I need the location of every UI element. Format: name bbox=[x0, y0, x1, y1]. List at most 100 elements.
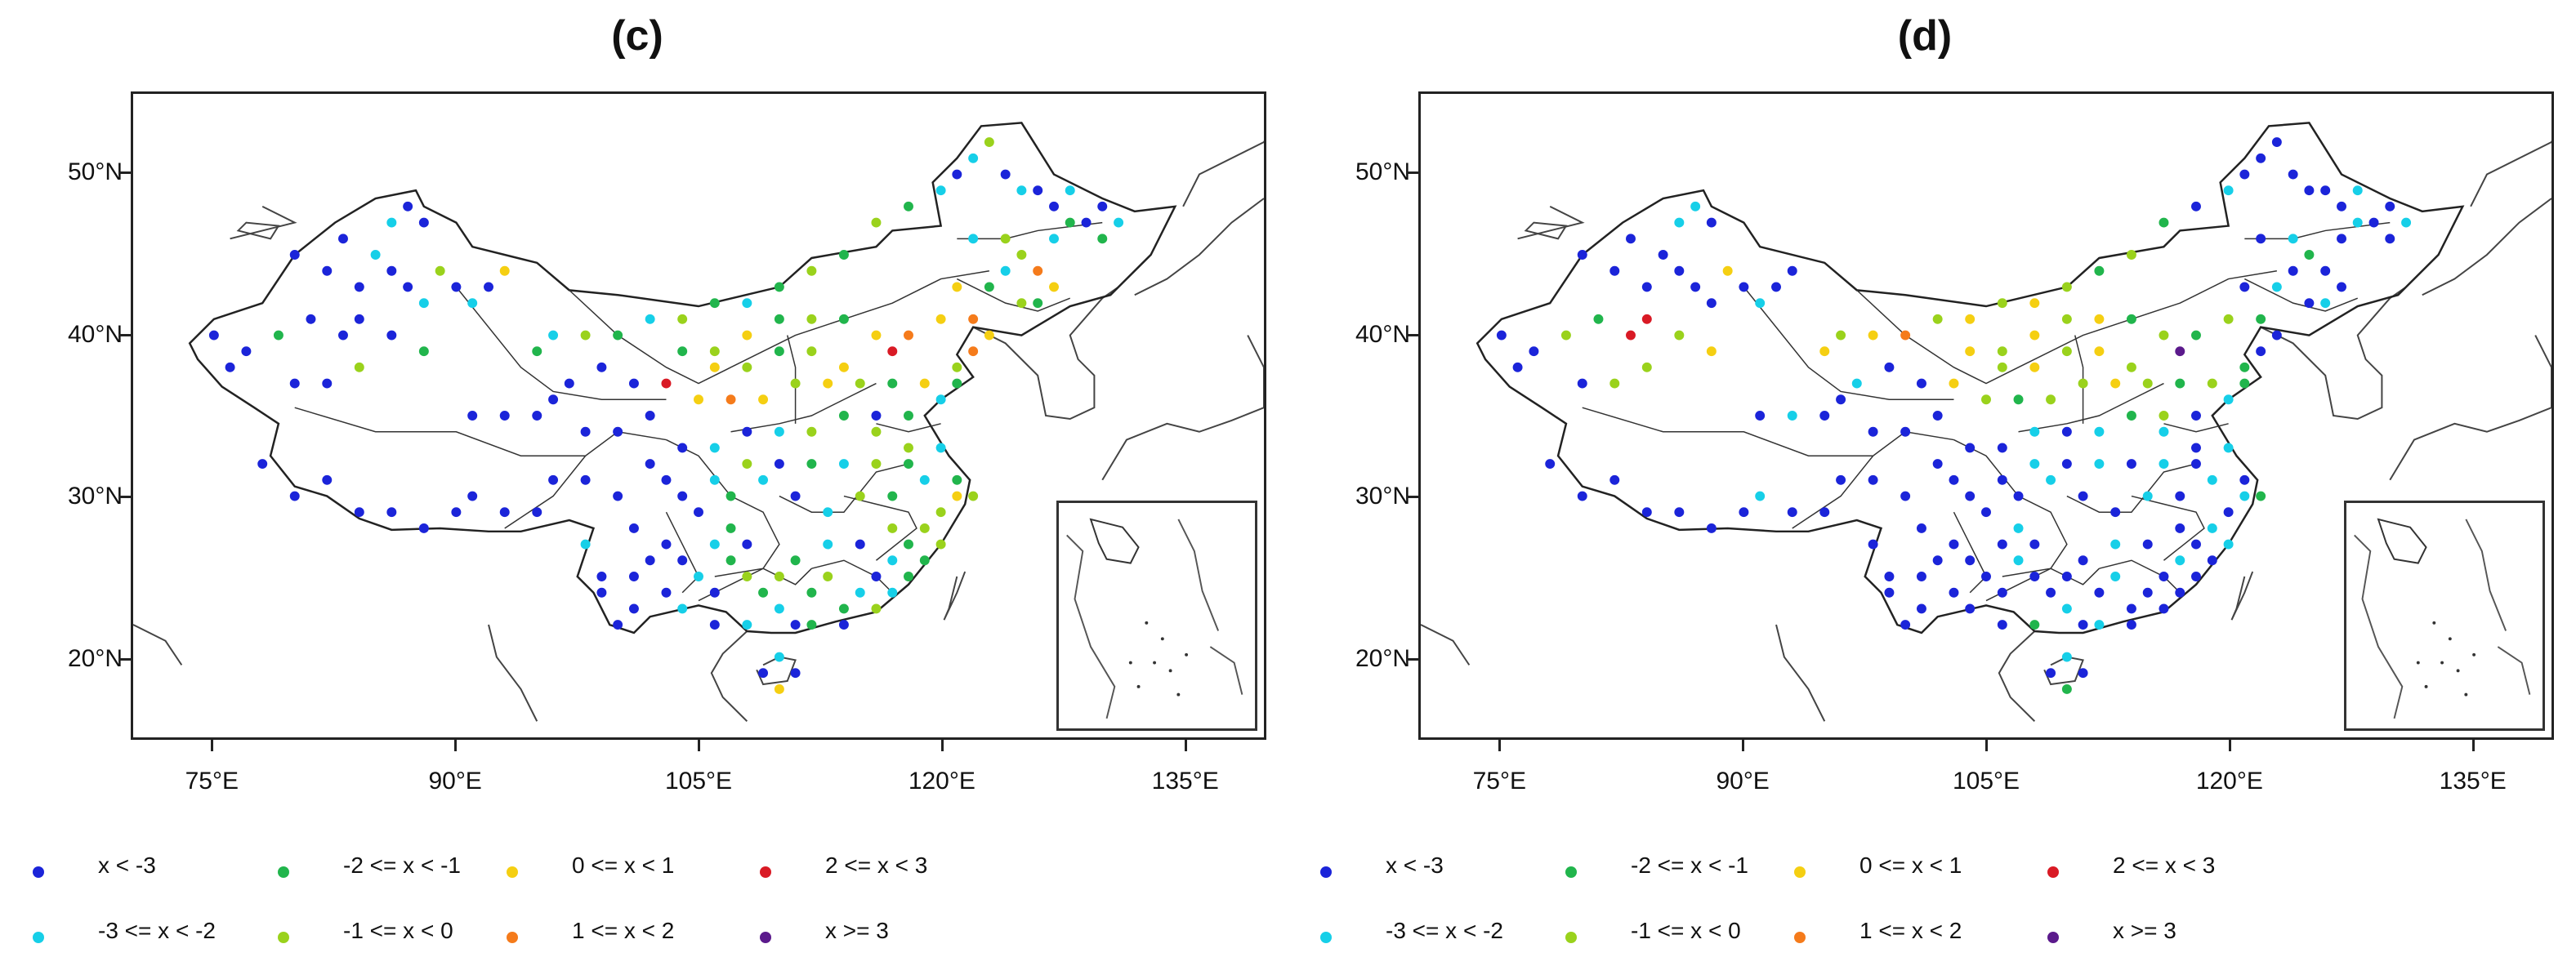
station-dot bbox=[1626, 234, 1636, 244]
station-dot bbox=[1819, 346, 1830, 357]
station-dot bbox=[968, 491, 979, 501]
station-dot bbox=[709, 620, 720, 630]
station-dot bbox=[451, 507, 462, 518]
station-dot bbox=[645, 555, 655, 566]
station-dot bbox=[790, 555, 801, 566]
station-dot bbox=[386, 330, 397, 341]
station-dot bbox=[1706, 298, 1717, 309]
station-dot bbox=[2256, 346, 2266, 357]
station-dot bbox=[774, 652, 784, 662]
station-dot bbox=[677, 603, 688, 614]
station-dot bbox=[1997, 298, 2007, 309]
station-dot bbox=[774, 282, 784, 292]
legend-label: -3 <= x < -2 bbox=[98, 918, 216, 943]
station-dot bbox=[370, 250, 381, 260]
station-dot bbox=[774, 459, 784, 470]
station-dot bbox=[790, 491, 801, 501]
station-dot bbox=[580, 330, 591, 341]
station-dot bbox=[1577, 250, 1587, 260]
station-dot bbox=[1900, 426, 1911, 437]
station-dot bbox=[2175, 587, 2185, 598]
station-dot bbox=[2207, 378, 2217, 389]
station-dot bbox=[613, 620, 623, 630]
station-dot bbox=[742, 330, 752, 341]
station-dot bbox=[2175, 523, 2185, 533]
station-dot bbox=[2110, 572, 2121, 581]
station-dot bbox=[1997, 362, 2007, 372]
station-dot bbox=[338, 330, 348, 341]
station-dot bbox=[774, 426, 784, 437]
station-dot bbox=[2352, 185, 2363, 196]
station-dot bbox=[499, 507, 510, 518]
station-dot bbox=[2029, 539, 2040, 550]
station-dot bbox=[1690, 201, 1701, 211]
station-dot bbox=[2337, 282, 2346, 292]
station-dot bbox=[806, 346, 817, 357]
station-dot bbox=[2078, 668, 2088, 679]
longitude-label: 90°E bbox=[428, 768, 482, 795]
coastline bbox=[488, 624, 538, 722]
latitude-label: 40°N bbox=[67, 320, 123, 348]
longitude-label: 105°E bbox=[1952, 768, 2020, 795]
province-border bbox=[1792, 455, 1874, 529]
station-dot bbox=[596, 572, 607, 581]
station-dot bbox=[2142, 491, 2153, 501]
legend-marker bbox=[760, 866, 771, 878]
inset-map bbox=[1066, 518, 1243, 719]
province-border bbox=[957, 221, 1103, 240]
station-map bbox=[1421, 122, 2551, 722]
longitude-label: 135°E bbox=[2439, 768, 2507, 795]
coastline bbox=[1421, 624, 1471, 666]
latitude-tick bbox=[1407, 496, 1418, 499]
station-dot bbox=[613, 330, 623, 341]
legend-label: x >= 3 bbox=[2113, 918, 2176, 943]
station-dot bbox=[1916, 523, 1926, 533]
station-dot bbox=[2191, 459, 2201, 470]
station-dot bbox=[628, 378, 639, 389]
legend-label: -2 <= x < -1 bbox=[343, 853, 461, 878]
station-dot bbox=[758, 394, 769, 405]
station-dot bbox=[1965, 491, 1976, 501]
station-dot bbox=[952, 474, 962, 485]
station-dot bbox=[322, 474, 333, 485]
station-dot bbox=[2320, 185, 2331, 196]
station-dot bbox=[984, 330, 994, 341]
station-dot bbox=[1529, 346, 1539, 357]
station-dot bbox=[2061, 282, 2072, 292]
station-dot bbox=[1900, 491, 1911, 501]
province-border bbox=[1743, 286, 1954, 400]
province-border bbox=[2074, 335, 2084, 424]
station-dot bbox=[1097, 234, 1108, 244]
station-dot bbox=[2078, 378, 2088, 389]
station-dot bbox=[871, 572, 882, 581]
station-dot bbox=[871, 330, 882, 341]
station-dot bbox=[1949, 378, 1959, 389]
station-dot bbox=[354, 282, 364, 292]
station-dot bbox=[273, 330, 283, 341]
station-dot bbox=[580, 474, 591, 485]
province-border bbox=[2066, 463, 2197, 513]
station-dot bbox=[354, 314, 364, 324]
station-dot bbox=[596, 362, 607, 372]
station-dot bbox=[1755, 298, 1766, 309]
coastline bbox=[943, 571, 967, 621]
station-dot bbox=[1787, 265, 1797, 276]
station-dot bbox=[467, 411, 478, 421]
station-dot bbox=[904, 443, 913, 453]
station-dot bbox=[677, 491, 688, 501]
station-dot bbox=[677, 346, 688, 357]
legend-marker bbox=[507, 866, 518, 878]
station-dot bbox=[2288, 234, 2298, 244]
station-dot bbox=[2239, 491, 2250, 501]
longitude-tick bbox=[1498, 740, 1502, 751]
station-dot bbox=[1932, 555, 1943, 566]
station-dot bbox=[2223, 185, 2234, 196]
station-dot bbox=[2271, 330, 2282, 341]
legend-item: x < -3 bbox=[33, 853, 156, 884]
station-dot bbox=[1081, 217, 1092, 228]
province-border bbox=[2163, 423, 2229, 433]
province-border bbox=[811, 559, 893, 594]
station-dot bbox=[1641, 507, 1652, 518]
station-dot bbox=[2175, 346, 2185, 357]
station-dot bbox=[2320, 298, 2331, 309]
